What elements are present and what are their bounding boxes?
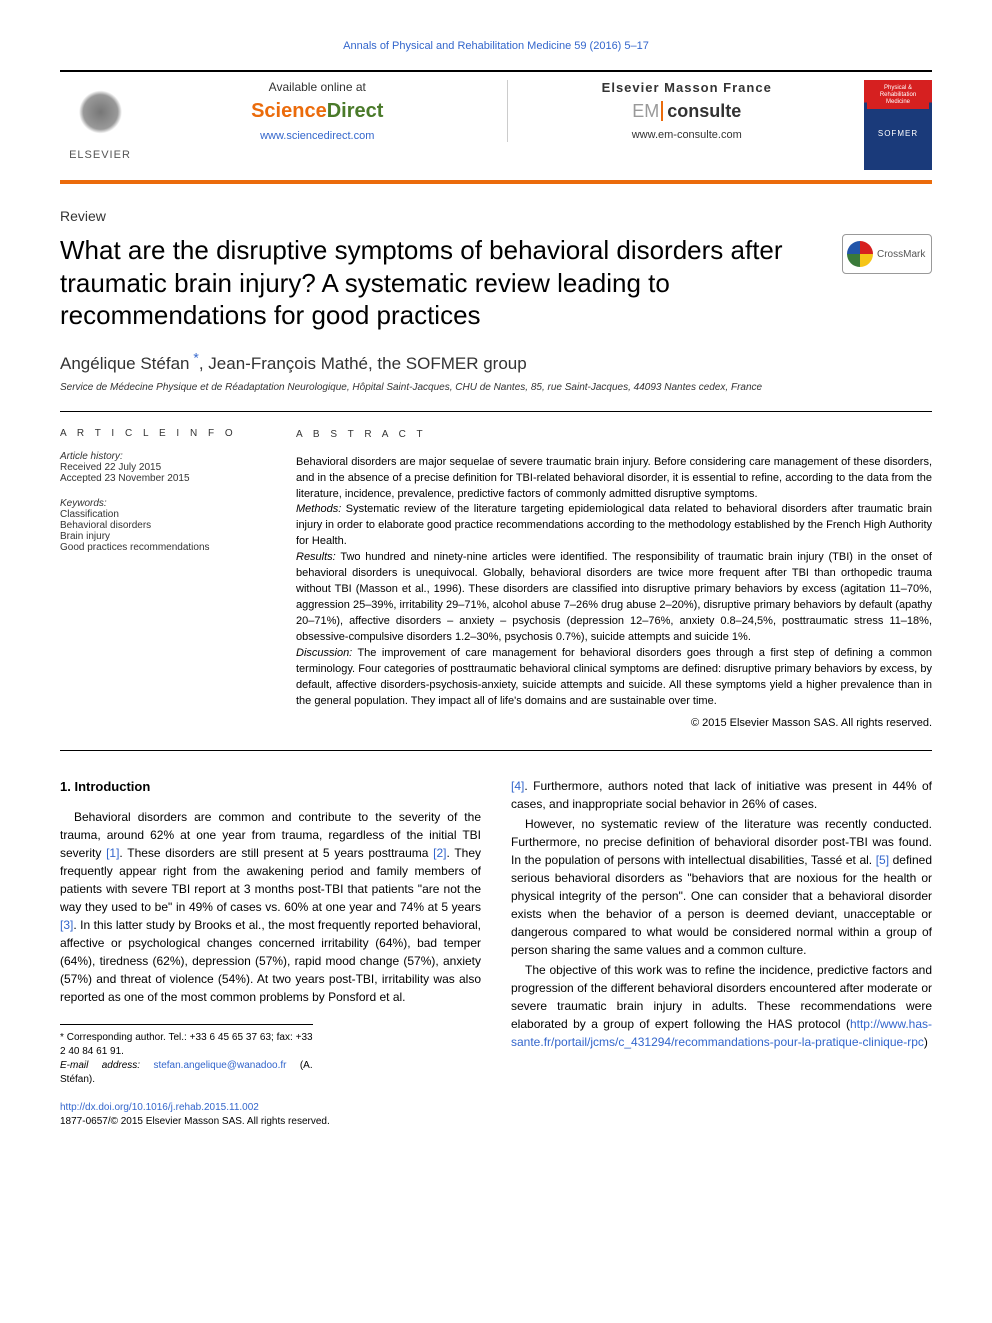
results-label: Results: xyxy=(296,551,336,563)
citation-link-5[interactable]: [5] xyxy=(876,853,889,867)
discussion-label: Discussion: xyxy=(296,647,352,659)
intro-paragraph-1-cont: [4]. Furthermore, authors noted that lac… xyxy=(511,777,932,813)
email-label: E-mail address: xyxy=(60,1060,140,1071)
emconsulte-logo: EMconsulte xyxy=(528,101,847,122)
article-title: What are the disruptive symptoms of beha… xyxy=(60,234,842,332)
email-link[interactable]: stefan.angelique@wanadoo.fr xyxy=(153,1060,286,1071)
methods-text: Systematic review of the literature targ… xyxy=(296,503,932,547)
page-footer: http://dx.doi.org/10.1016/j.rehab.2015.1… xyxy=(60,1101,932,1129)
p2-text-b: defined serious behavioral disorders as … xyxy=(511,853,932,957)
banner-middle: Available online at ScienceDirect www.sc… xyxy=(158,80,846,142)
keyword-item: Brain injury xyxy=(60,531,260,542)
body-two-column: 1. Introduction Behavioral disorders are… xyxy=(60,777,932,1088)
p3-text-b: ) xyxy=(924,1035,928,1049)
results-text: Two hundred and ninety-nine articles wer… xyxy=(296,551,932,643)
elsevier-masson-label: Elsevier Masson France xyxy=(528,80,847,95)
article-info-column: A R T I C L E I N F O Article history: R… xyxy=(60,428,260,731)
publisher-banner: ELSEVIER Available online at ScienceDire… xyxy=(60,70,932,184)
intro-paragraph-3: The objective of this work was to refine… xyxy=(511,961,932,1051)
doi-link[interactable]: http://dx.doi.org/10.1016/j.rehab.2015.1… xyxy=(60,1102,259,1113)
abstract-column: A B S T R A C T Behavioral disorders are… xyxy=(296,428,932,731)
methods-label: Methods: xyxy=(296,503,341,515)
abstract-intro: Behavioral disorders are major sequelae … xyxy=(296,455,932,503)
keyword-item: Classification xyxy=(60,509,260,520)
corresponding-author-line: * Corresponding author. Tel.: +33 6 45 6… xyxy=(60,1031,313,1059)
keywords-block: Keywords: Classification Behavioral diso… xyxy=(60,498,260,553)
page-container: Annals of Physical and Rehabilitation Me… xyxy=(0,0,992,1179)
cover-sofmer: SOFMER xyxy=(867,129,929,139)
article-info-heading: A R T I C L E I N F O xyxy=(60,428,260,439)
keyword-item: Behavioral disorders xyxy=(60,520,260,531)
p1-text-b: . These disorders are still present at 5… xyxy=(119,846,433,860)
journal-cover-thumbnail: Physical & Rehabilitation Medicine SOFME… xyxy=(864,80,932,170)
cover-title: Physical & Rehabilitation Medicine xyxy=(867,83,929,109)
crossmark-icon xyxy=(847,241,873,267)
issn-copyright: 1877-0657/© 2015 Elsevier Masson SAS. Al… xyxy=(60,1115,932,1129)
sd-science-text: Science xyxy=(251,100,327,122)
body-left-column: 1. Introduction Behavioral disorders are… xyxy=(60,777,481,1088)
corresponding-star-icon: * xyxy=(190,350,199,366)
p1-text-d: . In this latter study by Brooks et al.,… xyxy=(60,918,481,1004)
received-date: Received 22 July 2015 xyxy=(60,462,260,473)
elsevier-label: ELSEVIER xyxy=(69,149,131,161)
accepted-date: Accepted 23 November 2015 xyxy=(60,473,260,484)
emconsulte-block: Elsevier Masson France EMconsulte www.em… xyxy=(507,80,847,142)
introduction-heading: 1. Introduction xyxy=(60,777,481,797)
sciencedirect-logo: ScienceDirect xyxy=(158,100,477,123)
abstract-copyright: © 2015 Elsevier Masson SAS. All rights r… xyxy=(296,716,932,732)
consulte-text: consulte xyxy=(661,101,741,121)
crossmark-label: CrossMark xyxy=(877,249,925,260)
title-row: What are the disruptive symptoms of beha… xyxy=(60,234,932,332)
p2-text-a: However, no systematic review of the lit… xyxy=(511,817,932,867)
elsevier-tree-icon xyxy=(73,90,128,145)
intro-paragraph-2: However, no systematic review of the lit… xyxy=(511,815,932,959)
body-right-column: [4]. Furthermore, authors noted that lac… xyxy=(511,777,932,1088)
article-history-block: Article history: Received 22 July 2015 A… xyxy=(60,451,260,484)
citation-link-3[interactable]: [3] xyxy=(60,918,73,932)
history-label: Article history: xyxy=(60,451,260,462)
email-line: E-mail address: stefan.angelique@wanadoo… xyxy=(60,1059,313,1087)
keyword-item: Good practices recommendations xyxy=(60,542,260,553)
sd-direct-text: Direct xyxy=(327,100,384,122)
authors-text: Angélique Stéfan *, Jean-François Mathé,… xyxy=(60,354,527,373)
emconsulte-link[interactable]: www.em-consulte.com xyxy=(632,129,742,141)
em-text: EM xyxy=(632,101,659,121)
citation-link-2[interactable]: [2] xyxy=(433,846,446,860)
sciencedirect-block: Available online at ScienceDirect www.sc… xyxy=(158,80,477,142)
divider-bottom xyxy=(60,750,932,751)
abstract-methods: Methods: Systematic review of the litera… xyxy=(296,502,932,550)
abstract-heading: A B S T R A C T xyxy=(296,428,932,443)
intro-paragraph-1: Behavioral disorders are common and cont… xyxy=(60,808,481,1006)
elsevier-logo: ELSEVIER xyxy=(60,80,140,170)
journal-reference: Annals of Physical and Rehabilitation Me… xyxy=(60,40,932,52)
available-online-label: Available online at xyxy=(158,80,477,94)
affiliation: Service de Médecine Physique et de Réada… xyxy=(60,382,932,393)
sciencedirect-link[interactable]: www.sciencedirect.com xyxy=(260,130,374,142)
p1-cont-text: . Furthermore, authors noted that lack o… xyxy=(511,779,932,811)
abstract-results: Results: Two hundred and ninety-nine art… xyxy=(296,550,932,646)
citation-link-1[interactable]: [1] xyxy=(106,846,119,860)
author-list: Angélique Stéfan *, Jean-François Mathé,… xyxy=(60,350,932,375)
crossmark-badge[interactable]: CrossMark xyxy=(842,234,932,274)
info-abstract-row: A R T I C L E I N F O Article history: R… xyxy=(60,412,932,749)
corresponding-footnote: * Corresponding author. Tel.: +33 6 45 6… xyxy=(60,1024,313,1087)
abstract-discussion: Discussion: The improvement of care mana… xyxy=(296,646,932,710)
keywords-label: Keywords: xyxy=(60,498,260,509)
article-type-label: Review xyxy=(60,208,932,224)
citation-link-4[interactable]: [4] xyxy=(511,779,524,793)
discussion-text: The improvement of care management for b… xyxy=(296,647,932,707)
